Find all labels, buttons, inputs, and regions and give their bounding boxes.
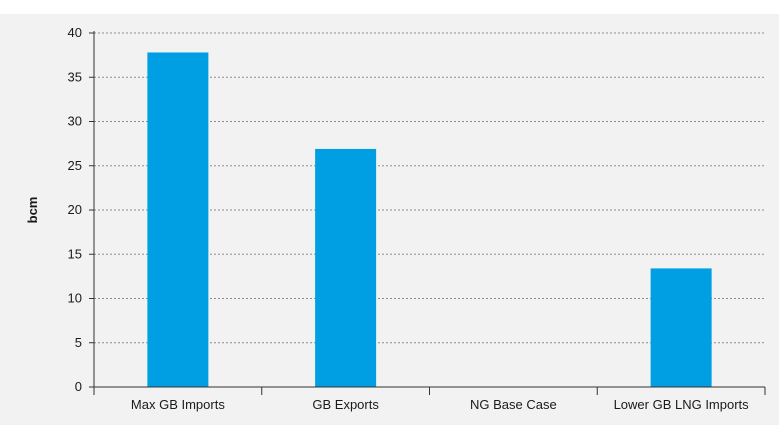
y-tick-label: 5 (75, 335, 82, 350)
y-tick-label: 30 (68, 114, 82, 129)
y-tick-label: 0 (75, 379, 82, 394)
y-tick-label: 10 (68, 291, 82, 306)
axes (89, 31, 766, 395)
y-tick-label: 25 (68, 158, 82, 173)
y-tick-labels: 0 5 10 15 20 25 30 35 40 (68, 25, 82, 394)
y-tick-label: 40 (68, 25, 82, 40)
bar (315, 148, 377, 387)
bar (147, 52, 209, 387)
x-tick-label: NG Base Case (470, 397, 557, 412)
x-tick-label: GB Exports (312, 397, 379, 412)
x-tick-labels: Max GB Imports GB Exports NG Base Case Lowe… (131, 397, 749, 412)
bars (147, 52, 712, 387)
x-tick-label: Max GB Imports (131, 397, 225, 412)
chart-frame (0, 14, 779, 425)
y-tick-label: 20 (68, 202, 82, 217)
y-tick-label: 35 (68, 69, 82, 84)
x-tick-label: Lower GB LNG Imports (614, 397, 750, 412)
bar (650, 268, 712, 387)
y-axis-title: bcm (25, 197, 40, 224)
y-tick-label: 15 (68, 246, 82, 261)
